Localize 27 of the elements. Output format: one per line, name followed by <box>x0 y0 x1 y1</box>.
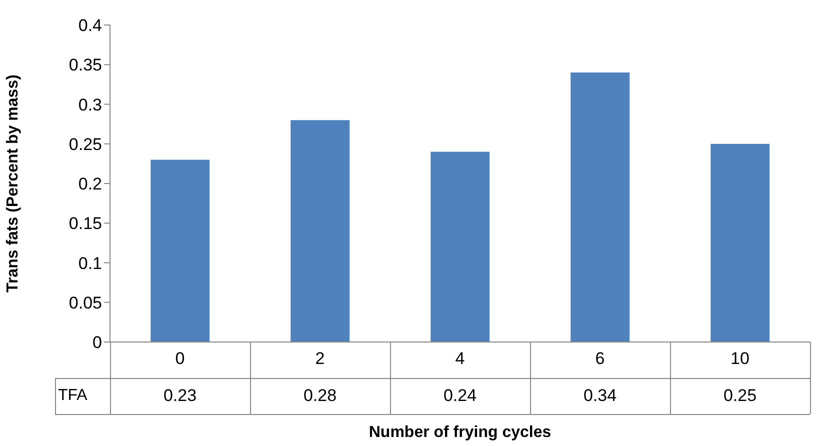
y-tick-label: 0.25 <box>68 134 102 154</box>
bar <box>430 152 490 342</box>
x-tick-label: 2 <box>315 349 325 368</box>
y-tick-label: 0.05 <box>68 293 102 312</box>
bar <box>150 160 210 342</box>
bar <box>290 120 350 342</box>
data-label: 0.28 <box>302 385 338 407</box>
bar <box>710 144 770 342</box>
x-tick-label: 10 <box>730 349 750 368</box>
data-label: 0.24 <box>442 385 478 407</box>
bar <box>570 72 630 342</box>
text: TFA <box>58 386 88 406</box>
x-tick-label: 6 <box>595 349 605 368</box>
x-axis-title: Number of frying cycles <box>368 424 552 442</box>
y-tick-label: 0 <box>92 333 102 352</box>
data-label: 0.34 <box>582 385 618 407</box>
x-tick-label: 0 <box>175 349 185 368</box>
data-label: 0.25 <box>722 385 758 407</box>
x-tick-label: 4 <box>455 349 465 368</box>
y-tick-label: 0.4 <box>78 16 102 36</box>
y-tick-label: 0.15 <box>68 214 102 234</box>
y-tick-label: 0.2 <box>78 174 102 194</box>
data-label: 0.23 <box>162 385 198 407</box>
y-tick-label: 0.1 <box>78 254 102 273</box>
y-axis-title: Trans fats (Percent by mass) <box>4 74 22 292</box>
y-tick-label: 0.35 <box>68 56 102 75</box>
y-tick-label: 0.3 <box>78 95 102 114</box>
